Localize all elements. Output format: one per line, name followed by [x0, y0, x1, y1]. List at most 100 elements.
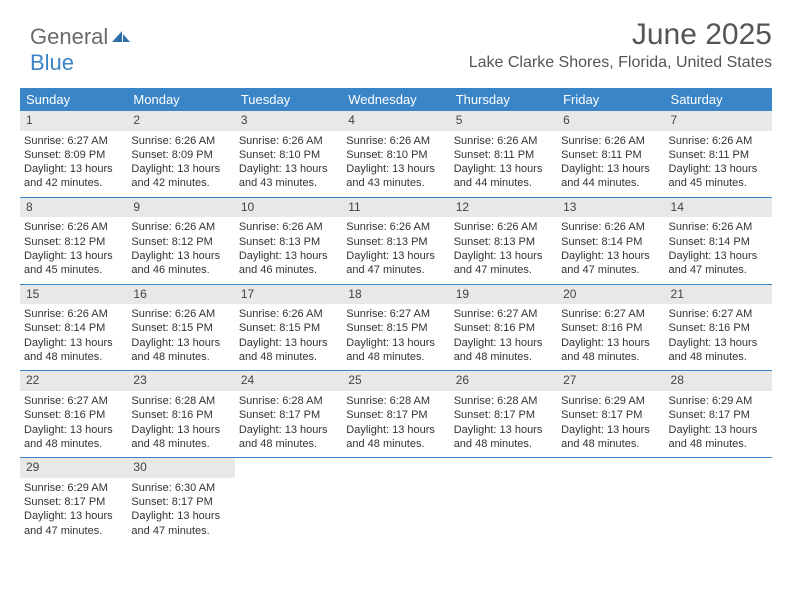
day-number: 27 — [557, 371, 664, 391]
sunrise-line: Sunrise: 6:27 AM — [669, 307, 768, 321]
sunset-line: Sunset: 8:17 PM — [239, 408, 338, 422]
location: Lake Clarke Shores, Florida, United Stat… — [469, 54, 772, 72]
daylight-line: Daylight: 13 hours and 48 minutes. — [346, 336, 445, 365]
daylight-line: Daylight: 13 hours and 45 minutes. — [669, 162, 768, 191]
calendar-cell: 24Sunrise: 6:28 AMSunset: 8:17 PMDayligh… — [235, 371, 342, 457]
daylight-line: Daylight: 13 hours and 46 minutes. — [239, 249, 338, 278]
calendar-cell: 5Sunrise: 6:26 AMSunset: 8:11 PMDaylight… — [450, 111, 557, 197]
calendar-cell: 21Sunrise: 6:27 AMSunset: 8:16 PMDayligh… — [665, 285, 772, 371]
sunset-line: Sunset: 8:15 PM — [239, 321, 338, 335]
day-header-sun: Sunday — [20, 88, 127, 111]
calendar-cell: 18Sunrise: 6:27 AMSunset: 8:15 PMDayligh… — [342, 285, 449, 371]
sunset-line: Sunset: 8:09 PM — [131, 148, 230, 162]
sunset-line: Sunset: 8:12 PM — [131, 235, 230, 249]
calendar-cell: 15Sunrise: 6:26 AMSunset: 8:14 PMDayligh… — [20, 285, 127, 371]
daylight-line: Daylight: 13 hours and 48 minutes. — [346, 423, 445, 452]
daylight-line: Daylight: 13 hours and 45 minutes. — [24, 249, 123, 278]
day-number: 7 — [665, 111, 772, 131]
calendar-cell: 7Sunrise: 6:26 AMSunset: 8:11 PMDaylight… — [665, 111, 772, 197]
sunrise-line: Sunrise: 6:29 AM — [561, 394, 660, 408]
sunset-line: Sunset: 8:17 PM — [131, 495, 230, 509]
day-number: 4 — [342, 111, 449, 131]
sunset-line: Sunset: 8:16 PM — [24, 408, 123, 422]
week-row: 22Sunrise: 6:27 AMSunset: 8:16 PMDayligh… — [20, 371, 772, 458]
day-number: 17 — [235, 285, 342, 305]
calendar-cell: 23 Sunrise: 6:28 AMSunset: 8:16 PMDayligh… — [127, 371, 234, 457]
sunrise-line: Sunrise: 6:26 AM — [669, 220, 768, 234]
sunrise-line: Sunrise: 6:27 AM — [24, 394, 123, 408]
week-row: 15Sunrise: 6:26 AMSunset: 8:14 PMDayligh… — [20, 285, 772, 372]
sunrise-line: Sunrise: 6:27 AM — [24, 134, 123, 148]
day-header-sat: Saturday — [665, 88, 772, 111]
day-number: 3 — [235, 111, 342, 131]
daylight-line: Daylight: 13 hours and 48 minutes. — [131, 336, 230, 365]
day-number: 24 — [235, 371, 342, 391]
daylight-line: Daylight: 13 hours and 48 minutes. — [131, 423, 230, 452]
sunrise-line: Sunrise: 6:26 AM — [239, 134, 338, 148]
sunrise-line: Sunrise: 6:26 AM — [346, 220, 445, 234]
daylight-line: Daylight: 13 hours and 47 minutes. — [669, 249, 768, 278]
sunrise-line: Sunrise: 6:28 AM — [454, 394, 553, 408]
sunrise-line: Sunrise: 6:26 AM — [24, 307, 123, 321]
day-number: 25 — [342, 371, 449, 391]
daylight-line: Daylight: 13 hours and 42 minutes. — [131, 162, 230, 191]
day-number: 14 — [665, 198, 772, 218]
day-number: 30 — [127, 458, 234, 478]
day-number: 11 — [342, 198, 449, 218]
calendar-cell — [557, 458, 664, 544]
calendar-cell: 14Sunrise: 6:26 AMSunset: 8:14 PMDayligh… — [665, 198, 772, 284]
week-row: 1Sunrise: 6:27 AMSunset: 8:09 PMDaylight… — [20, 111, 772, 198]
sunrise-line: Sunrise: 6:27 AM — [346, 307, 445, 321]
day-header-mon: Monday — [127, 88, 234, 111]
daylight-line: Daylight: 13 hours and 48 minutes. — [561, 423, 660, 452]
sunset-line: Sunset: 8:10 PM — [346, 148, 445, 162]
daylight-line: Daylight: 13 hours and 48 minutes. — [669, 423, 768, 452]
day-number: 28 — [665, 371, 772, 391]
week-row: 29Sunrise: 6:29 AMSunset: 8:17 PMDayligh… — [20, 458, 772, 544]
calendar-cell: 29Sunrise: 6:29 AMSunset: 8:17 PMDayligh… — [20, 458, 127, 544]
day-header-wed: Wednesday — [342, 88, 449, 111]
sunset-line: Sunset: 8:17 PM — [346, 408, 445, 422]
sunset-line: Sunset: 8:16 PM — [669, 321, 768, 335]
sunset-line: Sunset: 8:14 PM — [24, 321, 123, 335]
calendar-cell: 3Sunrise: 6:26 AMSunset: 8:10 PMDaylight… — [235, 111, 342, 197]
daylight-line: Daylight: 13 hours and 42 minutes. — [24, 162, 123, 191]
day-number: 16 — [127, 285, 234, 305]
sunset-line: Sunset: 8:16 PM — [131, 408, 230, 422]
calendar-cell: 13Sunrise: 6:26 AMSunset: 8:14 PMDayligh… — [557, 198, 664, 284]
daylight-line: Daylight: 13 hours and 47 minutes. — [454, 249, 553, 278]
sunset-line: Sunset: 8:11 PM — [669, 148, 768, 162]
day-header-thu: Thursday — [450, 88, 557, 111]
calendar-cell: 10Sunrise: 6:26 AMSunset: 8:13 PMDayligh… — [235, 198, 342, 284]
sunrise-line: Sunrise: 6:28 AM — [131, 394, 230, 408]
day-number: 29 — [20, 458, 127, 478]
sunset-line: Sunset: 8:11 PM — [454, 148, 553, 162]
day-number: 18 — [342, 285, 449, 305]
day-number: 6 — [557, 111, 664, 131]
daylight-line: Daylight: 13 hours and 48 minutes. — [24, 336, 123, 365]
sunrise-line: Sunrise: 6:26 AM — [131, 307, 230, 321]
sunset-line: Sunset: 8:15 PM — [131, 321, 230, 335]
day-number: 2 — [127, 111, 234, 131]
day-number: 1 — [20, 111, 127, 131]
day-number: 19 — [450, 285, 557, 305]
logo-line2: Blue — [30, 50, 74, 75]
calendar-cell: 22 Sunrise: 6:27 AMSunset: 8:16 PMDayligh… — [20, 371, 127, 457]
calendar-cell: 9Sunrise: 6:26 AMSunset: 8:12 PMDaylight… — [127, 198, 234, 284]
day-number: 21 — [665, 285, 772, 305]
calendar-cell: 2Sunrise: 6:26 AMSunset: 8:09 PMDaylight… — [127, 111, 234, 197]
calendar-cell: 20Sunrise: 6:27 AMSunset: 8:16 PMDayligh… — [557, 285, 664, 371]
day-number: 22 — [20, 371, 127, 391]
calendar: Sunday Monday Tuesday Wednesday Thursday… — [20, 88, 772, 544]
day-number: 23 — [127, 371, 234, 391]
sunset-line: Sunset: 8:17 PM — [561, 408, 660, 422]
sunset-line: Sunset: 8:09 PM — [24, 148, 123, 162]
calendar-cell — [235, 458, 342, 544]
calendar-cell: 25Sunrise: 6:28 AMSunset: 8:17 PMDayligh… — [342, 371, 449, 457]
sunset-line: Sunset: 8:12 PM — [24, 235, 123, 249]
daylight-line: Daylight: 13 hours and 47 minutes. — [131, 509, 230, 538]
daylight-line: Daylight: 13 hours and 48 minutes. — [24, 423, 123, 452]
sunrise-line: Sunrise: 6:29 AM — [669, 394, 768, 408]
calendar-cell — [450, 458, 557, 544]
daylight-line: Daylight: 13 hours and 43 minutes. — [346, 162, 445, 191]
